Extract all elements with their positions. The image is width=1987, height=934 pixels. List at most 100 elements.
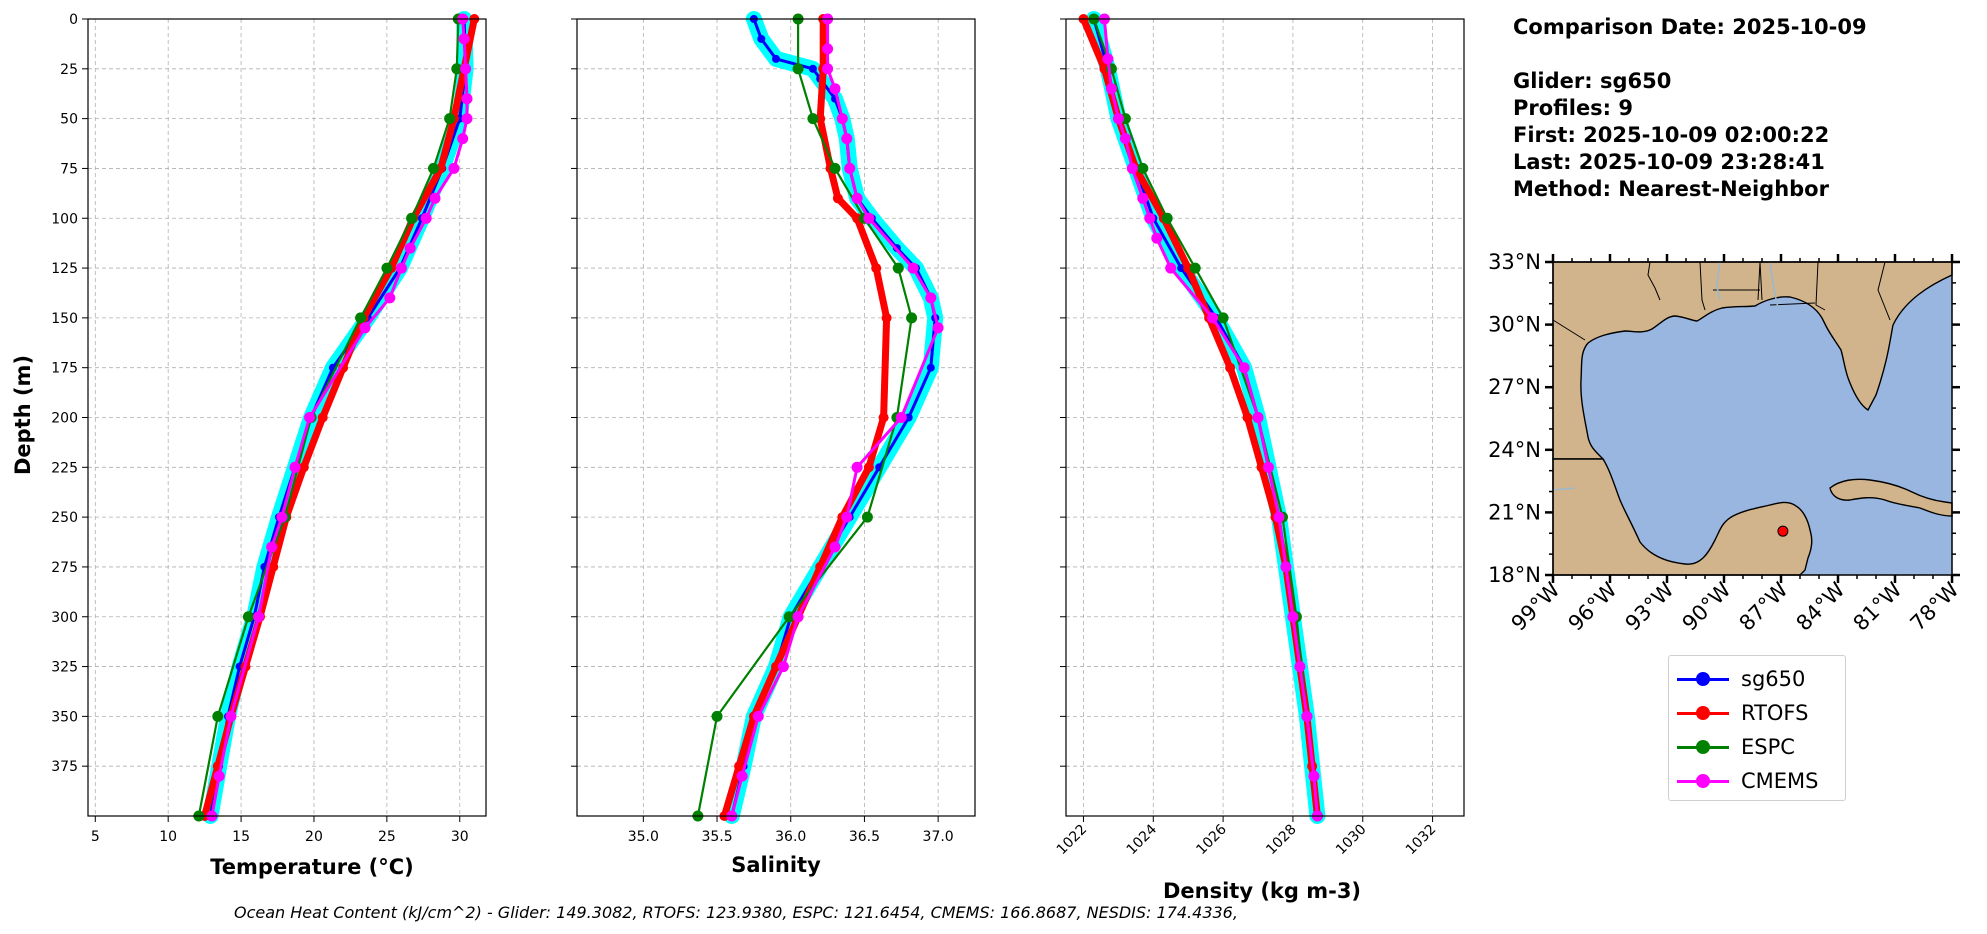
x-tick-label: 5 [91, 829, 100, 845]
data-point-cmems [829, 541, 841, 553]
data-point-cmems [841, 133, 853, 145]
comparison-date: Comparison Date: 2025-10-09 [1513, 15, 1867, 39]
legend-label: sg650 [1741, 667, 1806, 691]
data-point-cmems [851, 461, 863, 473]
salinity-panel: 35.0 35.5 36.0 36.5 37.0 [571, 11, 976, 845]
legend-label: CMEMS [1741, 769, 1819, 793]
legend-item-rtofs: RTOFS [1677, 696, 1837, 730]
data-point-cmems [304, 412, 316, 423]
profile-count: Profiles: 9 [1513, 96, 1634, 120]
data-point-rtofs [832, 193, 843, 204]
data-point-cmems [276, 511, 288, 523]
data-point-cmems [1294, 661, 1306, 673]
lon-tick-label: 90°W [1678, 577, 1736, 635]
data-point-cmems [429, 192, 441, 204]
method: Method: Nearest-Neighbor [1513, 177, 1829, 201]
data-point-espc [381, 262, 393, 274]
legend-item-espc: ESPC [1677, 730, 1837, 764]
y-tick-label: 100 [51, 211, 78, 227]
data-point-sg650 [904, 413, 913, 422]
data-point-cmems [395, 262, 407, 274]
y-tick-label: 150 [51, 311, 78, 327]
y-tick-label: 25 [60, 62, 78, 78]
data-point-cmems [253, 611, 265, 623]
data-point-espc [861, 511, 873, 523]
data-point-espc [792, 63, 804, 75]
data-point-rtofs [1225, 362, 1236, 373]
data-point-cmems [1280, 561, 1292, 573]
data-point-espc [1189, 262, 1201, 274]
data-point-rtofs [317, 412, 328, 423]
series-line-espc [696, 19, 913, 817]
x-tick-label: 1026 [1193, 821, 1230, 858]
data-point-cmems [461, 113, 473, 125]
y-tick-label: 250 [51, 510, 78, 526]
data-point-espc [892, 262, 904, 274]
data-point-cmems [829, 83, 841, 95]
legend-swatch [1677, 774, 1729, 788]
data-point-cmems [1263, 461, 1274, 473]
data-point-rtofs [871, 263, 882, 274]
y-tick-label: 300 [51, 610, 78, 626]
data-point-espc [829, 162, 841, 174]
data-point-cmems [1252, 412, 1264, 423]
last-time: Last: 2025-10-09 23:28:41 [1513, 150, 1825, 174]
data-point-sg650 [757, 34, 766, 43]
lon-tick-label: 78°W [1906, 577, 1964, 635]
legend-label: RTOFS [1741, 701, 1809, 725]
data-point-espc [242, 611, 254, 623]
data-point-cmems [841, 511, 853, 523]
y-tick-label: 50 [60, 112, 78, 128]
data-point-cmems [384, 292, 396, 304]
info-panel: Comparison Date: 2025-10-09 Glider: sg65… [1513, 14, 1867, 203]
x-tick-label: 37.0 [923, 829, 954, 845]
data-point-sg650 [808, 64, 817, 73]
data-point-espc [783, 611, 795, 623]
data-point-cmems [752, 710, 764, 722]
legend-swatch [1677, 706, 1729, 720]
data-point-cmems [1165, 262, 1177, 274]
lon-tick-label: 87°W [1735, 577, 1793, 635]
lat-tick-label: 30°N [1488, 313, 1541, 337]
data-point-rtofs [1242, 412, 1253, 423]
data-point-cmems [460, 63, 472, 75]
y-tick-label: 75 [60, 161, 78, 177]
x-tick-label: 1028 [1263, 822, 1300, 859]
data-point-cmems [1112, 113, 1124, 125]
y-tick-label: 375 [51, 759, 78, 775]
lat-tick-label: 33°N [1488, 250, 1541, 274]
glider-position-marker [1777, 525, 1789, 537]
legend-swatch [1677, 740, 1729, 754]
map-land-mexico [1552, 458, 1813, 576]
lat-tick-label: 24°N [1488, 438, 1541, 462]
data-point-espc [906, 312, 918, 324]
legend-item-sg650: sg650 [1677, 662, 1837, 696]
gulf-of-mexico-map: 33°N30°N27°N24°N21°N18°N99°W 96°W 93°W 90°W… [1488, 250, 1964, 636]
data-point-cmems [289, 461, 301, 473]
series-line-espc [197, 18, 460, 817]
x-tick-label: 35.5 [701, 829, 732, 845]
data-point-cmems [792, 611, 804, 623]
salinity-axis-label: Salinity [731, 853, 821, 877]
data-point-cmems [213, 770, 225, 782]
data-point-cmems [458, 33, 470, 45]
map-rivers [1552, 261, 1779, 491]
y-tick-label: 225 [51, 460, 78, 476]
x-tick-label: 36.5 [849, 829, 880, 845]
first-time: First: 2025-10-09 02:00:22 [1513, 123, 1830, 147]
data-point-espc [212, 710, 224, 722]
temperature-panel: 5 10 15 20 25 3002550751001251501752002252502… [51, 11, 487, 845]
data-point-cmems [822, 63, 834, 75]
legend-item-cmems: CMEMS [1677, 764, 1837, 798]
data-point-rtofs [863, 462, 874, 473]
data-point-cmems [266, 541, 278, 553]
data-point-espc [1217, 312, 1229, 324]
data-point-cmems [925, 292, 937, 304]
data-point-cmems [1273, 511, 1285, 523]
data-point-cmems [907, 262, 919, 274]
data-point-cmems [359, 322, 371, 334]
ocean-heat-content-footer: Ocean Heat Content (kJ/cm^2) - Glider: 1… [234, 903, 1238, 922]
data-point-cmems [736, 770, 748, 782]
data-point-rtofs [268, 561, 279, 572]
lon-tick-label: 84°W [1792, 577, 1850, 635]
